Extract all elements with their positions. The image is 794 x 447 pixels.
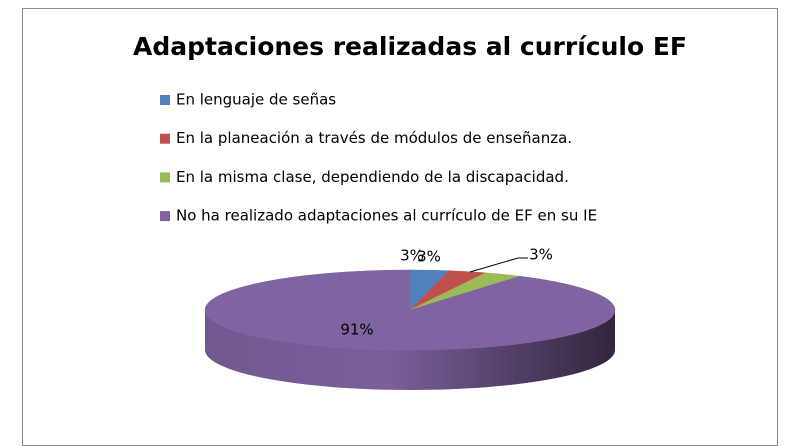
legend-label: En lenguaje de señas [176,91,336,109]
legend-swatch [160,211,170,222]
leader-line [469,257,528,273]
data-label: 3% [417,248,441,266]
data-label: 91% [340,321,373,339]
legend-label: En la planeación a través de módulos de … [176,129,572,147]
legend-label: No ha realizado adaptaciones al currícul… [176,207,597,225]
legend-swatch [160,172,170,183]
legend-label: En la misma clase, dependiendo de la dis… [176,168,569,186]
data-label: 3% [400,247,424,265]
slice [204,269,616,351]
legend-swatch [160,133,170,144]
legend-swatch [160,95,170,105]
chart-title: Adaptaciones realizadas al currículo EF [133,32,687,61]
data-label: 3% [529,246,553,264]
